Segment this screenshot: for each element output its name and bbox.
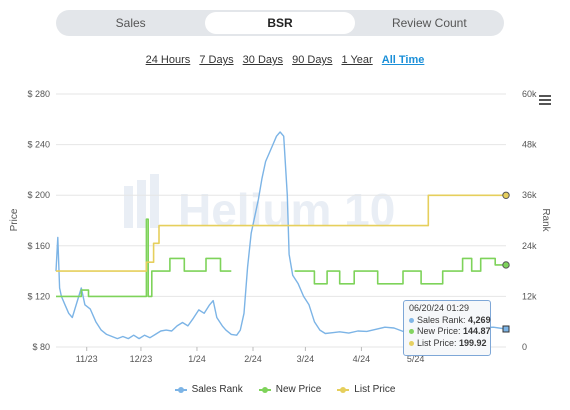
y2-tick-label: 36k [522,190,537,200]
series-line-new-price [56,218,506,298]
legend-swatch-icon [258,386,271,393]
y-tick-label: $ 80 [32,342,50,352]
watermark: Helium 10 [124,174,395,236]
dot-icon [409,340,414,346]
tooltip-row-sales-rank: Sales Rank: 4,269 [409,315,491,327]
tooltip-row-list-price: List Price: 199.92 [409,338,487,350]
tooltip-date: 06/20/24 01:29 [409,303,470,313]
x-tick-label: 11/23 [76,354,98,364]
legend-item-list-price[interactable]: List Price [337,384,395,395]
legend-item-new-price[interactable]: New Price [258,384,321,395]
watermark-logo-bar-3 [150,174,159,228]
x-axis-ticks: 11/23 12/23 1/24 2/24 3/24 4/24 5/24 [76,347,425,364]
range-24-hours[interactable]: 24 Hours [145,54,191,66]
chart-legend: Sales Rank New Price List Price [0,384,570,395]
y2-tick-label: 48k [522,140,537,150]
range-7-days[interactable]: 7 Days [199,54,234,66]
x-tick-label: 2/24 [244,354,262,364]
y-axis-label: Price [9,208,20,231]
gridlines [56,93,506,348]
y2-axis-label: Rank [540,208,551,232]
range-30-days[interactable]: 30 Days [242,54,284,66]
x-tick-label: 3/24 [297,354,315,364]
endpoint-markers [502,191,510,333]
hamburger-menu-icon[interactable] [539,95,551,107]
legend-swatch-icon [174,386,187,393]
tab-bsr[interactable]: BSR [205,12,355,34]
y2-axis-ticks: 0 12k 24k 36k 48k 60k [522,89,537,352]
dot-icon [409,317,414,323]
marker-new-price [502,261,510,269]
dot-icon [409,329,414,335]
marker-list-price [502,191,510,200]
y-tick-label: $ 160 [27,241,50,251]
legend-swatch-icon [337,386,350,393]
watermark-logo-bar-1 [124,186,133,228]
series-lines [55,131,507,340]
y2-tick-label: 0 [522,342,527,352]
x-tick-label: 1/24 [188,354,206,364]
legend-item-sales-rank[interactable]: Sales Rank [174,384,243,395]
tooltip-row-new-price: New Price: 144.87 [409,326,491,338]
y2-tick-label: 60k [522,89,537,99]
tooltip: 06/20/24 01:29 Sales Rank: 4,269 New Pri… [403,300,491,356]
x-tick-label: 4/24 [353,354,371,364]
y-tick-label: $ 240 [27,140,50,150]
y-axis-ticks: $ 80 $ 120 $ 160 $ 200 $ 240 $ 280 [27,89,50,352]
x-tick-label: 5/24 [407,354,425,364]
tab-sales[interactable]: Sales [115,16,146,30]
chart-tab-bar: Sales BSR Review Count [56,10,504,36]
y2-tick-label: 24k [522,241,537,251]
range-90-days[interactable]: 90 Days [292,54,333,66]
time-range-selector: 24 Hours 7 Days 30 Days 90 Days 1 Year A… [0,54,570,66]
y-tick-label: $ 200 [27,190,50,200]
tab-review-count[interactable]: Review Count [391,16,467,30]
range-1-year[interactable]: 1 Year [341,54,373,66]
x-tick-label: 12/23 [130,354,153,364]
series-line-sales-rank [55,131,507,340]
y-tick-label: $ 120 [27,291,50,301]
watermark-logo-bar-2 [137,180,146,228]
series-line-list-price [56,194,506,272]
y2-tick-label: 12k [522,291,537,301]
range-all-time[interactable]: All Time [381,54,425,66]
y-tick-label: $ 280 [27,89,50,99]
marker-sales-rank [502,325,510,333]
